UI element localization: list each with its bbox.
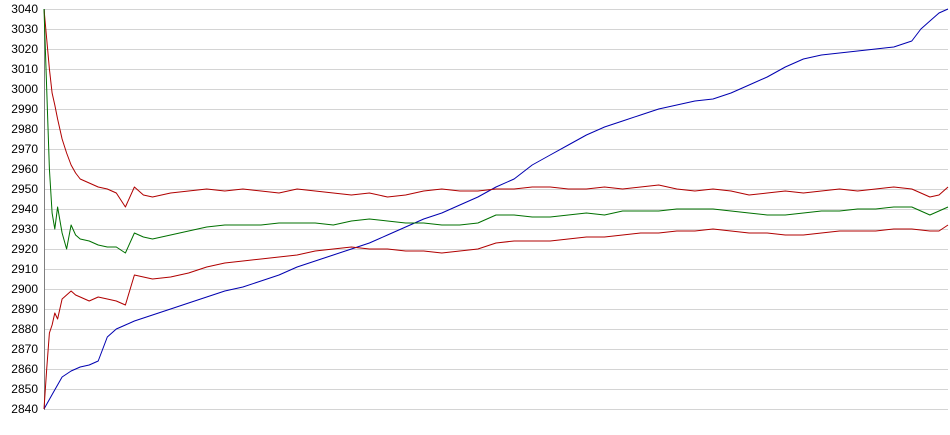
y-tick-label: 2950: [11, 182, 38, 196]
y-tick-label: 2870: [11, 342, 38, 356]
y-tick-label: 2880: [11, 322, 38, 336]
y-tick-label: 2860: [11, 362, 38, 376]
y-tick-label: 3040: [11, 2, 38, 16]
series-line-3: [43, 8, 949, 254]
y-tick-label: 2840: [11, 402, 38, 416]
y-tick-label: 2960: [11, 162, 38, 176]
y-tick-label: 2890: [11, 302, 38, 316]
y-tick-label: 3000: [11, 82, 38, 96]
gridlines: [44, 9, 948, 410]
series-lines: [43, 8, 949, 410]
y-tick-label: 2940: [11, 202, 38, 216]
series-line-1: [43, 8, 949, 410]
y-axis-tick-labels: 2840 2850 2860 2870 2880 2890 2900 2910 2920 2930…: [11, 2, 38, 416]
y-tick-label: 2930: [11, 222, 38, 236]
y-tick-label: 3030: [11, 22, 38, 36]
series-line-2: [43, 8, 949, 208]
y-tick-label: 3020: [11, 42, 38, 56]
y-tick-label: 2980: [11, 122, 38, 136]
series-line-4: [43, 224, 949, 410]
y-tick-label: 2970: [11, 142, 38, 156]
y-tick-label: 2850: [11, 382, 38, 396]
y-tick-label: 2910: [11, 262, 38, 276]
y-tick-label: 2990: [11, 102, 38, 116]
y-tick-label: 3010: [11, 62, 38, 76]
y-tick-label: 2900: [11, 282, 38, 296]
y-tick-label: 2920: [11, 242, 38, 256]
